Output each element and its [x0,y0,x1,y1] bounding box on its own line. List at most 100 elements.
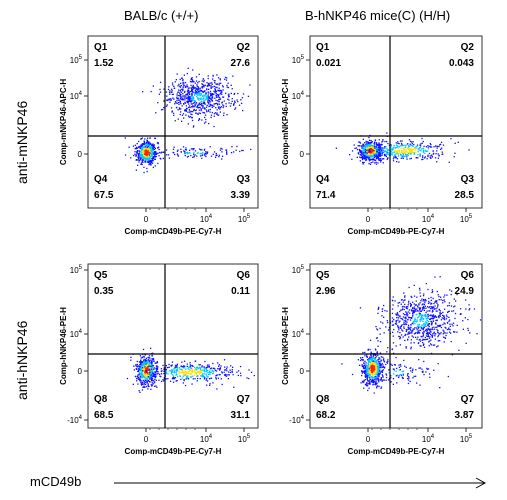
event-dot [367,153,369,156]
event-dot [209,90,212,93]
event-dot [182,113,185,115]
event-dot [446,316,448,318]
event-dot [173,367,176,369]
event-dot [440,143,442,145]
event-dot [183,150,185,152]
event-dot [365,159,368,161]
event-dot [384,146,386,148]
event-dot [415,327,418,329]
event-dot [396,161,398,163]
event-dot [366,367,368,369]
event-dot [408,331,410,333]
event-dot [141,370,143,372]
event-dot [231,370,233,373]
event-dot [172,370,174,372]
event-dot [191,119,194,122]
event-dot [149,370,151,372]
event-dot [186,108,188,110]
event-dot [190,113,192,115]
event-dot [370,154,373,156]
event-dot [149,152,151,154]
event-dot [196,106,198,108]
event-dot [375,381,377,383]
event-dot [439,340,441,342]
event-dot [137,155,139,157]
event-dot [391,324,394,326]
event-dot [414,310,416,312]
event-dot [378,154,380,157]
event-dot [382,364,384,366]
event-dot [144,138,146,140]
event-dot [194,369,196,371]
event-dot [187,115,190,117]
event-dot [378,142,380,144]
event-dot [217,94,220,96]
event-dot [419,329,422,331]
event-dot [410,153,412,155]
event-dot [448,304,450,307]
event-dot [459,313,461,315]
event-dot [386,351,388,353]
event-dot [436,161,438,163]
event-dot [182,146,185,148]
event-dot [142,370,144,372]
event-dot [371,363,373,365]
event-dot [149,376,151,378]
event-dot [137,369,140,371]
event-dot [147,155,149,157]
event-dot [186,151,189,154]
event-dot [439,314,441,316]
event-dot [467,329,469,331]
event-dot [405,323,407,325]
event-dot [205,98,208,100]
event-dot [383,361,386,363]
event-dot [198,98,200,100]
event-dot [156,386,158,388]
event-dot [134,151,136,153]
event-dot [444,318,446,321]
event-dot [442,336,445,338]
event-dot [369,363,371,365]
event-dot [417,316,419,318]
event-dot [441,151,443,153]
event-dot [371,361,373,363]
event-dot [380,359,382,361]
event-dot [378,306,380,308]
event-dot [437,325,439,327]
event-dot [177,154,179,156]
event-dot [193,106,195,108]
event-dot [184,370,186,372]
event-dot [421,318,423,320]
event-dot [393,368,395,370]
x-tick-label: 104 [422,214,435,224]
event-dot [370,366,373,368]
event-dot [154,137,156,139]
event-dot [442,144,445,146]
event-dot [431,289,433,291]
event-dot [191,370,194,372]
event-dot [182,97,184,99]
event-dot [423,374,425,376]
event-dot [185,85,187,87]
event-dot [205,373,207,375]
event-dot [140,363,142,365]
event-dot [428,300,430,303]
event-dot [377,153,380,156]
event-dot [144,375,146,378]
event-dot [374,159,377,161]
event-dot [199,371,202,374]
event-dot [362,370,364,373]
event-dot [221,383,223,386]
event-dot [195,109,197,111]
event-dot [230,152,233,154]
event-dot [151,144,153,147]
event-dot [221,155,224,157]
event-dot [224,373,226,376]
event-dot [368,369,370,371]
event-dot [197,113,199,115]
event-dot [218,369,221,371]
event-dot [176,73,178,75]
event-dot [439,276,441,278]
event-dot [366,359,369,361]
event-dot [140,381,142,384]
